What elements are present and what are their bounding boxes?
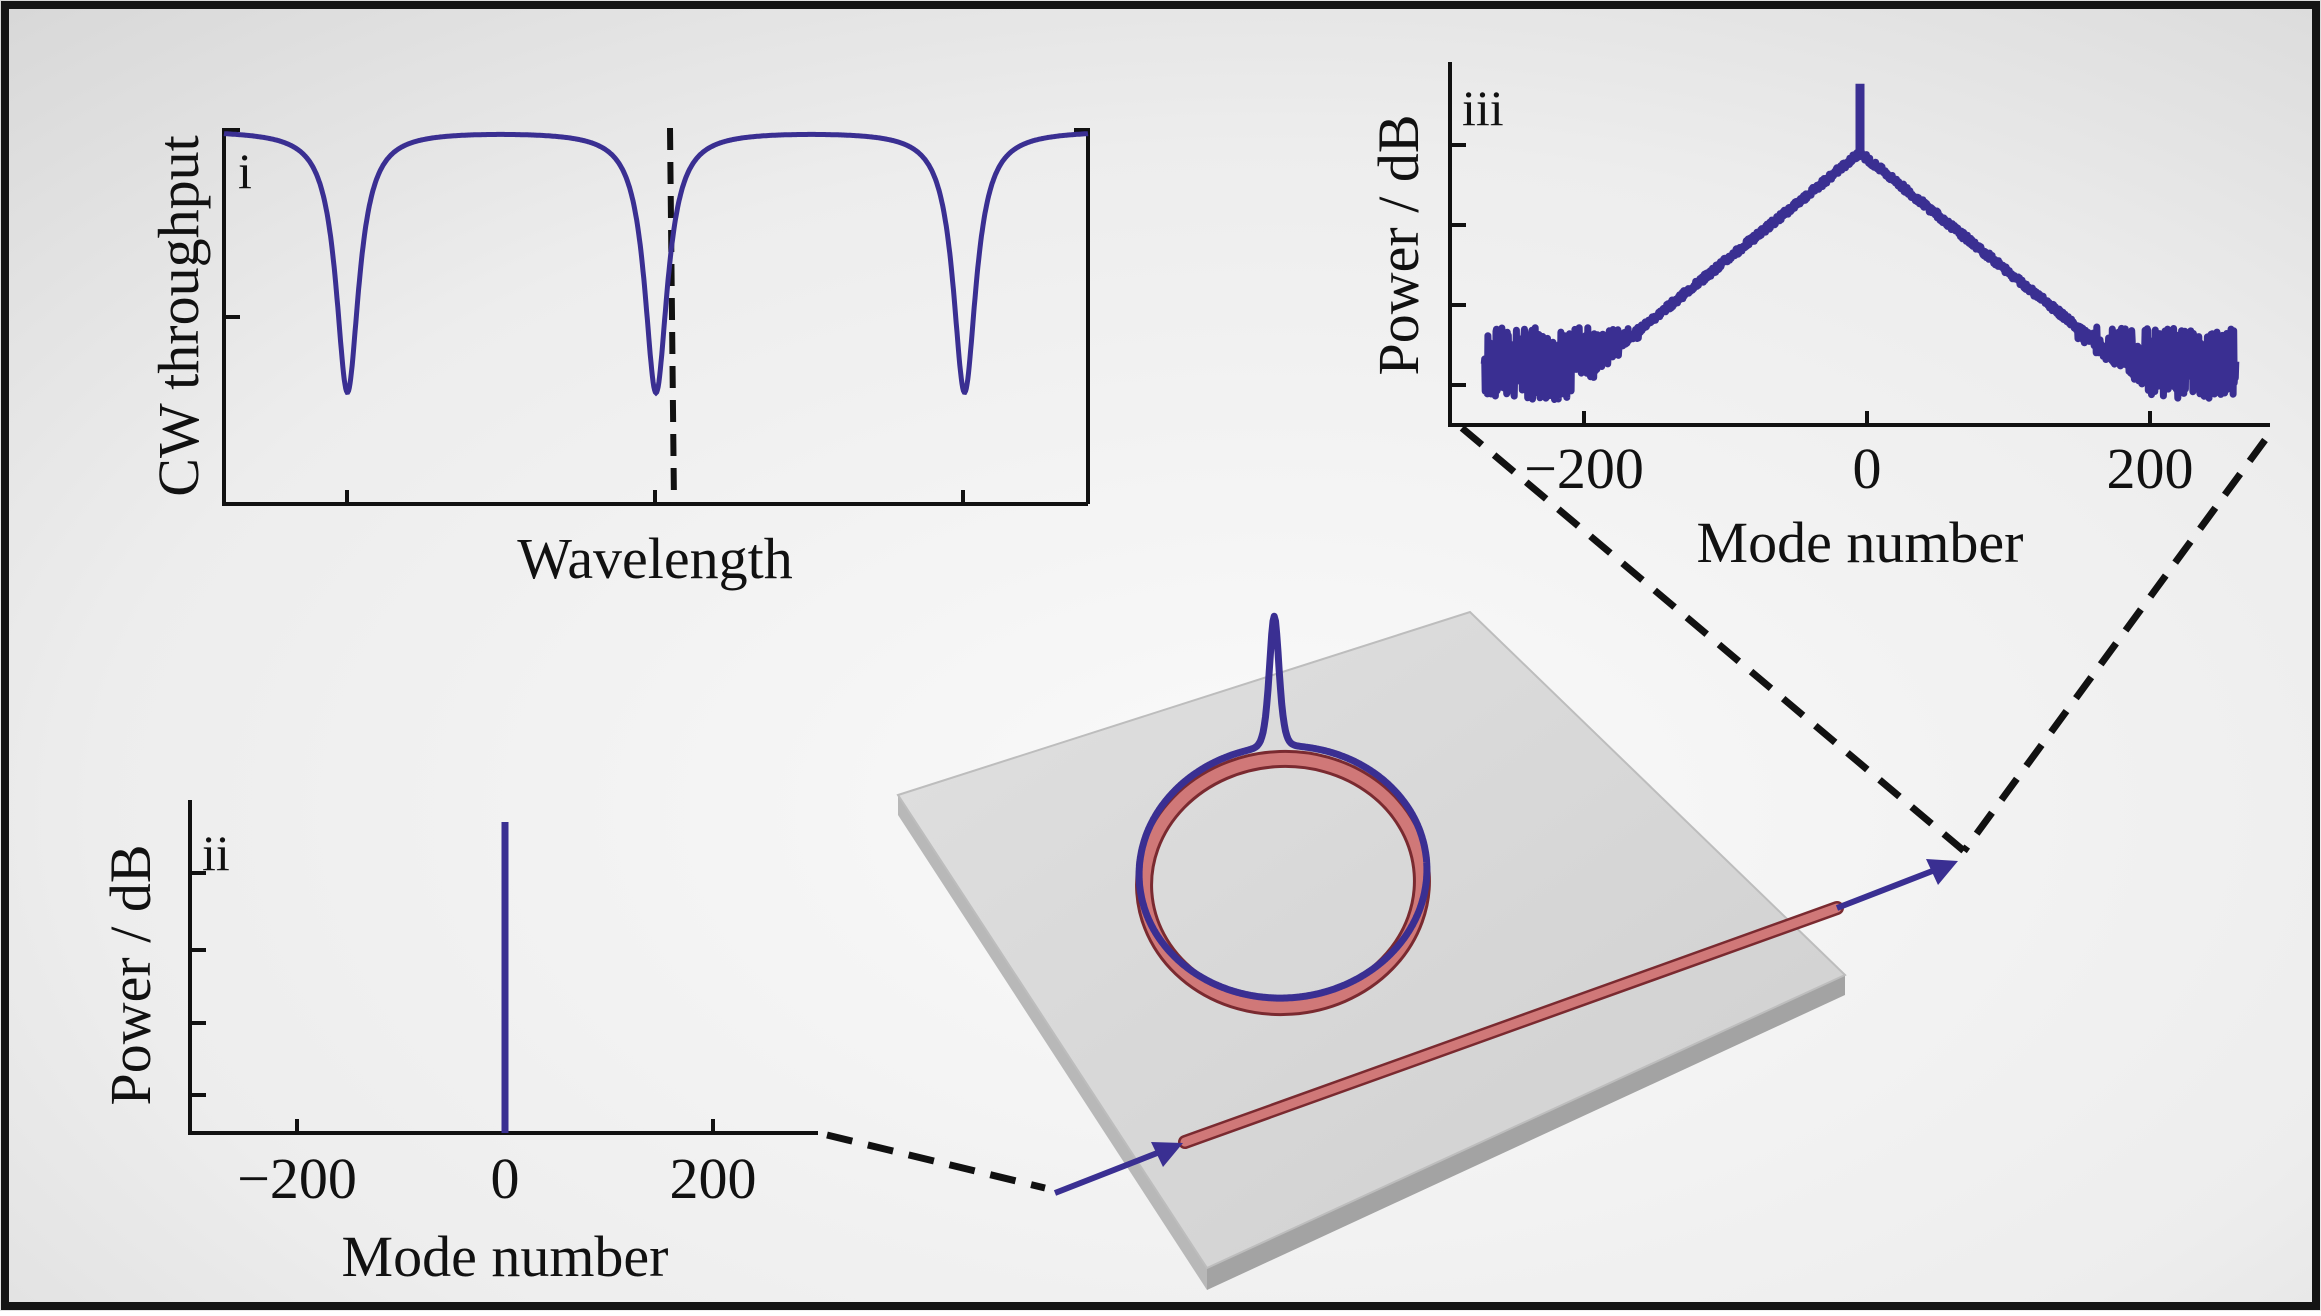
panel-ii-x-axis-label: Mode number (342, 1224, 669, 1289)
panel-ii-axes (188, 800, 818, 1135)
panel-ii-y-axis-label: Power / dB (98, 845, 163, 1106)
output-arrow-head (1926, 859, 1958, 885)
panel-iii-axes (1448, 62, 2270, 427)
panel-iii-label: iii (1462, 80, 1504, 136)
soliton-pulse-trace (1135, 612, 1431, 1002)
connector-line-ii (826, 1131, 1046, 1192)
panel-ii-xtick-label-200: 200 (670, 1146, 757, 1211)
panel-i-axes (222, 128, 1090, 506)
panel-iii-x-axis-label: Mode number (1697, 510, 2024, 575)
panel-ii-xtick-label-0: 0 (491, 1146, 520, 1211)
bus-waveguide (1180, 903, 1842, 1147)
panel-i-throughput-plot: i CW throughput Wavelength (146, 127, 1090, 591)
panel-iii-xtick-label-200: 200 (2107, 436, 2194, 501)
microresonator-chip (896, 610, 1958, 1290)
connector-line-iii-left (1459, 425, 1967, 854)
ring-resonator-waveguide (1138, 752, 1428, 1014)
panel-iii-comb-spectrum: iii Power / dB −200 0 200 Mode number (1366, 62, 2270, 575)
chip-side-front (1207, 975, 1845, 1290)
connector-dashed-lines (826, 425, 2268, 1192)
panel-ii-label: ii (202, 825, 230, 881)
panel-iii-ticks (1450, 143, 2152, 425)
panel-iii-comb-spectrum-trace (1480, 147, 2240, 403)
panel-i-laser-marker-line (667, 127, 677, 505)
panel-ii-pump-spectrum: ii Power / dB −200 0 200 Mode number (98, 800, 818, 1289)
input-arrow-head (1151, 1142, 1183, 1167)
panel-i-x-axis-label: Wavelength (517, 526, 793, 591)
panel-i-label: i (238, 143, 252, 199)
panel-ii-ticks (190, 871, 715, 1133)
ring-resonator (1135, 612, 1431, 1017)
panel-iii-y-axis-label: Power / dB (1366, 115, 1431, 376)
panel-i-resonance-curve (223, 131, 1089, 397)
input-arrow-line (1053, 1145, 1172, 1196)
panel-iii-xtick-label-0: 0 (1853, 436, 1882, 501)
panel-i-ticks (224, 128, 1088, 504)
connector-line-iii-right (1961, 437, 2268, 854)
panel-ii-xtick-label-neg200: −200 (237, 1146, 357, 1211)
panel-i-y-axis-label: CW throughput (146, 135, 211, 496)
panel-iii-xtick-label-neg200: −200 (1524, 436, 1644, 501)
output-arrow-line (1835, 867, 1937, 911)
